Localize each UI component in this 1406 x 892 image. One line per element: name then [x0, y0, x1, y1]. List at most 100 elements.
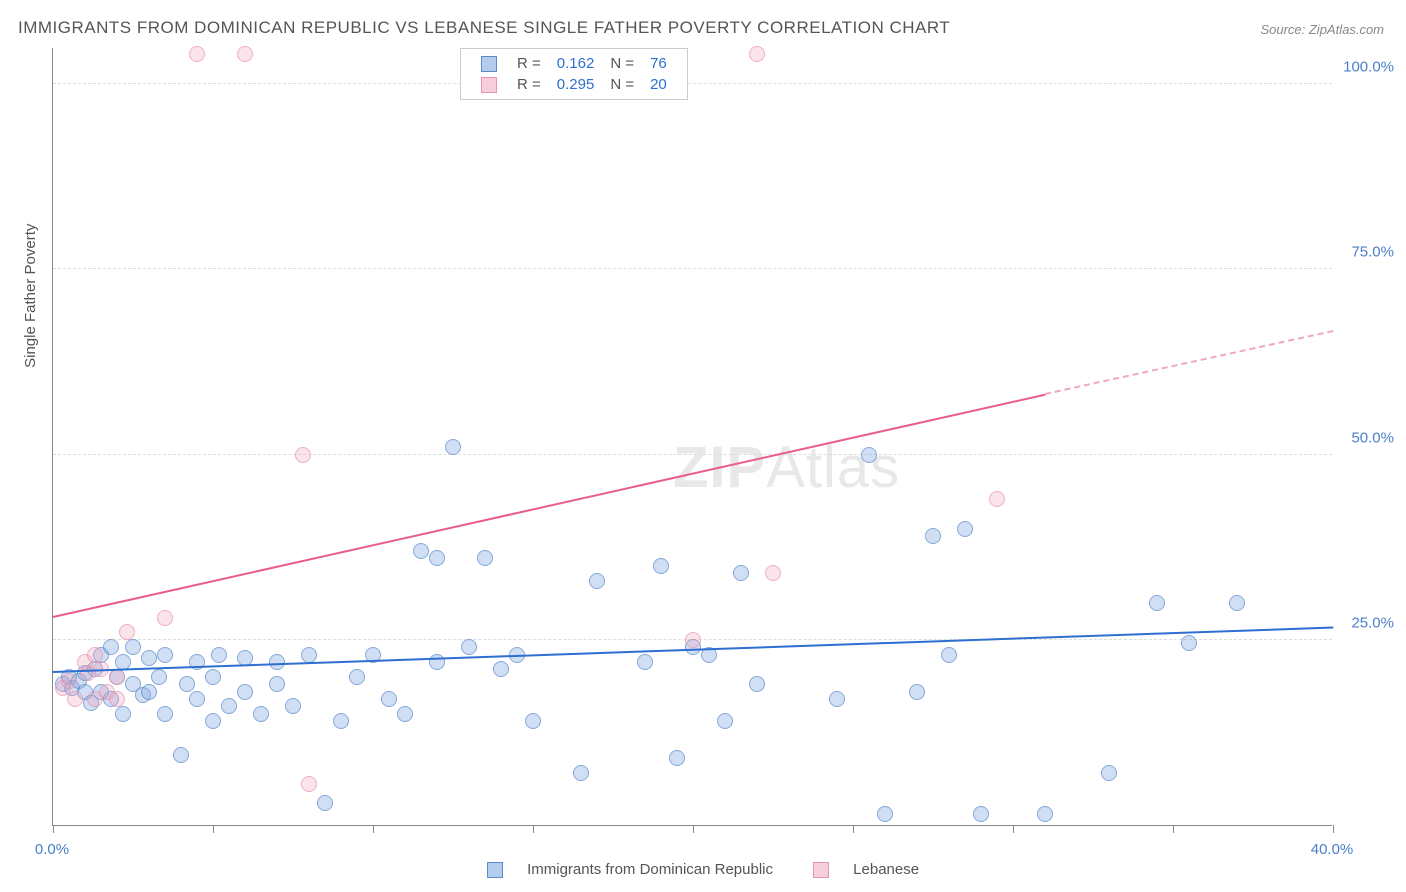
gridline: [53, 268, 1332, 269]
trend-line: [53, 393, 1045, 617]
data-point: [295, 447, 311, 463]
data-point: [103, 639, 119, 655]
data-point: [877, 806, 893, 822]
x-tick-label: 0.0%: [35, 841, 69, 858]
data-point: [749, 46, 765, 62]
x-tick: [853, 825, 854, 833]
data-point: [413, 543, 429, 559]
data-point: [141, 684, 157, 700]
x-tick: [53, 825, 54, 833]
legend-swatch: [487, 862, 503, 878]
n-value: 76: [642, 53, 675, 74]
data-point: [637, 654, 653, 670]
data-point: [493, 661, 509, 677]
data-point: [861, 447, 877, 463]
data-point: [461, 639, 477, 655]
data-point: [429, 654, 445, 670]
data-point: [221, 698, 237, 714]
plot-area: ZIPAtlas 25.0%50.0%75.0%100.0%: [52, 48, 1332, 826]
x-tick-label: 40.0%: [1311, 841, 1354, 858]
x-tick: [533, 825, 534, 833]
y-tick-label: 75.0%: [1351, 244, 1394, 261]
gridline: [53, 454, 1332, 455]
data-point: [829, 691, 845, 707]
data-point: [749, 676, 765, 692]
x-tick: [213, 825, 214, 833]
data-point: [477, 550, 493, 566]
x-tick: [373, 825, 374, 833]
data-point: [1149, 595, 1165, 611]
correlation-legend: R =0.162N =76 R =0.295N =20: [460, 48, 688, 100]
trend-line: [1045, 330, 1333, 395]
data-point: [669, 750, 685, 766]
watermark: ZIPAtlas: [673, 434, 900, 501]
data-point: [205, 669, 221, 685]
data-point: [397, 706, 413, 722]
data-point: [269, 676, 285, 692]
data-point: [333, 713, 349, 729]
data-point: [525, 713, 541, 729]
data-point: [429, 550, 445, 566]
data-point: [109, 669, 125, 685]
gridline: [53, 83, 1332, 84]
data-point: [1101, 765, 1117, 781]
data-point: [685, 632, 701, 648]
r-label: R =: [509, 53, 549, 74]
n-label: N =: [602, 53, 642, 74]
data-point: [211, 647, 227, 663]
data-point: [285, 698, 301, 714]
data-point: [1181, 635, 1197, 651]
data-point: [925, 528, 941, 544]
data-point: [301, 776, 317, 792]
legend-label: Immigrants from Dominican Republic: [527, 861, 773, 878]
r-value: 0.162: [549, 53, 603, 74]
n-label: N =: [602, 74, 642, 95]
data-point: [909, 684, 925, 700]
watermark-light: Atlas: [766, 435, 900, 500]
data-point: [237, 684, 253, 700]
legend-item: Immigrants from Dominican Republic: [477, 861, 783, 878]
data-point: [61, 673, 77, 689]
legend-swatch: [481, 77, 497, 93]
data-point: [189, 691, 205, 707]
data-point: [445, 439, 461, 455]
data-point: [317, 795, 333, 811]
data-point: [109, 691, 125, 707]
r-value: 0.295: [549, 74, 603, 95]
data-point: [119, 624, 135, 640]
data-point: [957, 521, 973, 537]
data-point: [589, 573, 605, 589]
data-point: [573, 765, 589, 781]
x-tick: [1333, 825, 1334, 833]
data-point: [157, 610, 173, 626]
data-point: [157, 706, 173, 722]
data-point: [989, 491, 1005, 507]
series-legend: Immigrants from Dominican Republic Leban…: [0, 861, 1406, 878]
data-point: [1037, 806, 1053, 822]
data-point: [765, 565, 781, 581]
x-tick: [693, 825, 694, 833]
source-label: Source: ZipAtlas.com: [1260, 22, 1384, 37]
data-point: [733, 565, 749, 581]
y-tick-label: 100.0%: [1343, 59, 1394, 76]
data-point: [349, 669, 365, 685]
x-tick: [1013, 825, 1014, 833]
data-point: [205, 713, 221, 729]
data-point: [189, 46, 205, 62]
n-value: 20: [642, 74, 675, 95]
legend-item: Lebanese: [803, 861, 929, 878]
data-point: [253, 706, 269, 722]
data-point: [973, 806, 989, 822]
chart-title: IMMIGRANTS FROM DOMINICAN REPUBLIC VS LE…: [18, 18, 950, 38]
legend-label: Lebanese: [853, 861, 919, 878]
data-point: [301, 647, 317, 663]
data-point: [67, 691, 83, 707]
x-tick: [1173, 825, 1174, 833]
legend-swatch: [481, 56, 497, 72]
legend-swatch: [813, 862, 829, 878]
data-point: [941, 647, 957, 663]
r-label: R =: [509, 74, 549, 95]
data-point: [151, 669, 167, 685]
data-point: [717, 713, 733, 729]
y-tick-label: 50.0%: [1351, 429, 1394, 446]
